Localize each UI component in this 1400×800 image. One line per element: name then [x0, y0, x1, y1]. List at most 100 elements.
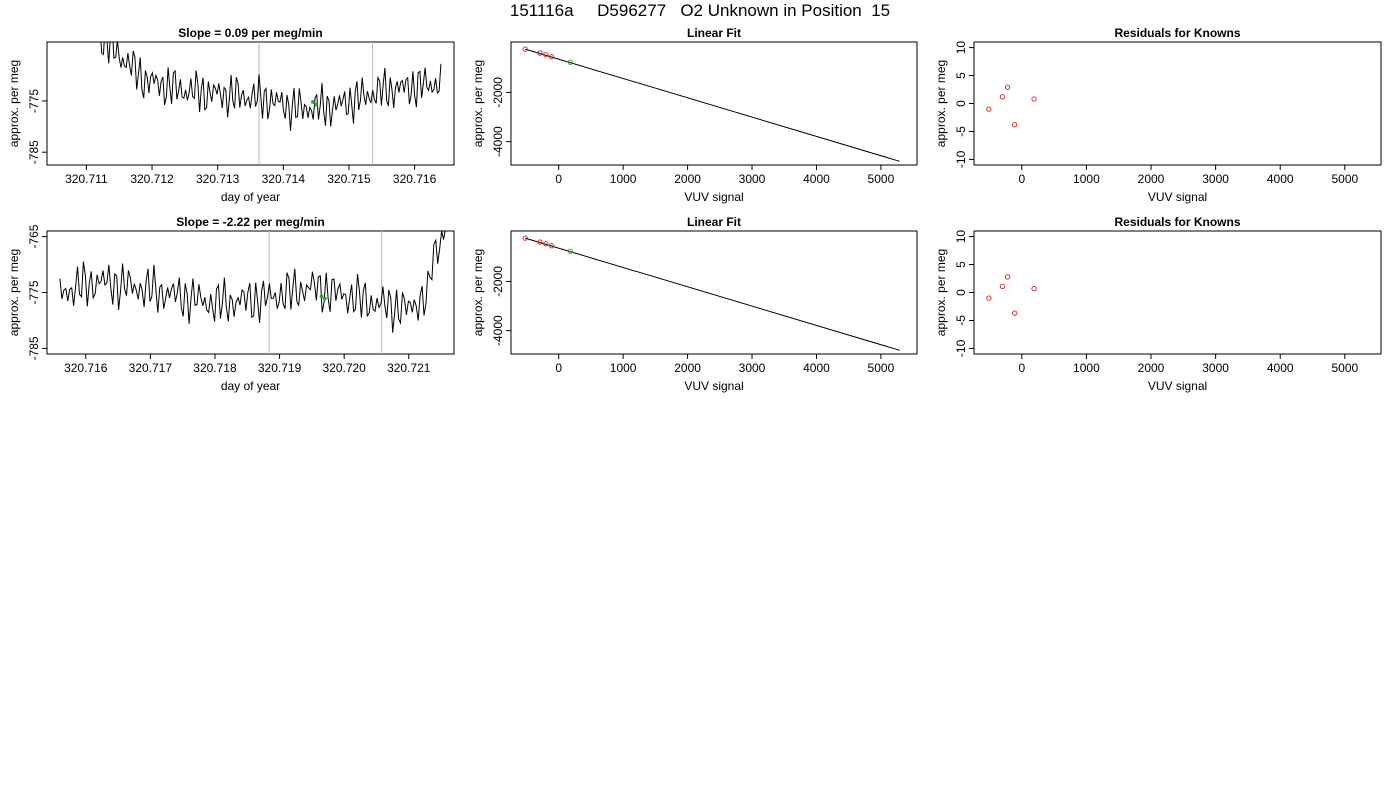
plot-frame — [510, 230, 918, 355]
y-tick-label: 10 — [954, 230, 968, 244]
x-axis-label: VUV signal — [1148, 190, 1207, 204]
x-tick-label: 0 — [555, 172, 562, 186]
panel-title: Linear Fit — [687, 26, 741, 40]
y-axis-label: approx. per meg — [471, 249, 485, 336]
known-point — [1004, 274, 1011, 280]
unknown-sample-point — [310, 100, 315, 104]
panel-title: Residuals for Knowns — [1114, 215, 1240, 229]
y-tick-label: 0 — [954, 100, 968, 107]
panel-5: Linear Fit 0 1000 2000 3000 4000 5000 -4000 -200… — [471, 215, 918, 393]
x-tick-label: 2000 — [674, 172, 701, 186]
panel-title: Slope = -2.22 per meg/min — [176, 215, 324, 229]
y-tick-label: -10 — [954, 339, 968, 357]
x-tick-label: 0 — [1018, 361, 1025, 375]
known-point — [522, 46, 528, 52]
x-axis-label: day of year — [221, 379, 280, 393]
x-tick-label: 320.713 — [196, 172, 240, 186]
x-tick-label: 4000 — [803, 361, 830, 375]
plot-frame — [510, 41, 918, 166]
known-point — [1031, 285, 1037, 292]
x-axis-label: VUV signal — [684, 379, 743, 393]
known-point — [548, 54, 555, 60]
x-tick-label: 2000 — [674, 361, 701, 375]
y-tick-label: -785 — [27, 140, 41, 164]
unknown-point — [567, 248, 573, 254]
x-axis-label: day of year — [221, 190, 280, 204]
signal-trace — [100, 42, 442, 131]
y-axis-label: approx. per meg — [934, 249, 948, 336]
fit-line — [525, 48, 900, 162]
panel-title: Residuals for Knowns — [1114, 26, 1240, 40]
x-tick-label: 320.716 — [64, 361, 108, 375]
y-tick-label: -775 — [27, 280, 41, 304]
unknown-sample-point — [314, 102, 319, 107]
y-tick-label: 5 — [954, 261, 968, 268]
y-tick-label: -5 — [954, 315, 968, 326]
x-tick-label: 1000 — [610, 361, 637, 375]
x-tick-label: 1000 — [610, 172, 637, 186]
x-tick-label: 320.716 — [393, 172, 437, 186]
x-tick-label: 3000 — [1202, 361, 1229, 375]
known-point — [986, 295, 992, 301]
signal-trace — [59, 231, 446, 333]
panel-2: Linear Fit 0 1000 2000 3000 4000 5000 -4000 -200… — [471, 26, 918, 204]
y-tick-label: -2000 — [491, 77, 505, 108]
plot-area — [59, 231, 446, 354]
known-point — [999, 94, 1006, 100]
x-tick-label: 4000 — [1267, 361, 1294, 375]
panel-1: Slope = 0.09 per meg/min 320.711 320.712 32… — [7, 26, 455, 204]
x-tick-label: 320.712 — [130, 172, 174, 186]
known-point — [1004, 84, 1011, 90]
plot-frame — [973, 230, 1382, 355]
y-tick-label: -4000 — [491, 315, 505, 346]
y-tick-label: -775 — [27, 89, 41, 113]
known-point — [1031, 96, 1037, 102]
y-tick-label: 10 — [954, 41, 968, 55]
known-point — [537, 239, 543, 245]
y-axis-label: approx. per meg — [934, 60, 948, 147]
known-point — [537, 50, 543, 56]
x-axis-label: VUV signal — [1148, 379, 1207, 393]
panel-4: Slope = -2.22 per meg/min 320.716 320.717 3… — [7, 215, 455, 393]
known-point — [522, 235, 528, 241]
y-axis-label: approx. per meg — [7, 60, 21, 147]
x-tick-label: 320.719 — [258, 361, 302, 375]
panel-title: Linear Fit — [687, 215, 741, 229]
x-tick-label: 320.714 — [262, 172, 306, 186]
x-tick-label: 3000 — [1202, 172, 1229, 186]
known-point — [548, 243, 555, 249]
y-axis-label: approx. per meg — [7, 249, 21, 336]
x-tick-label: 320.720 — [322, 361, 366, 375]
known-point — [1012, 310, 1018, 316]
y-tick-label: -5 — [954, 126, 968, 137]
x-tick-label: 2000 — [1138, 361, 1165, 375]
y-tick-label: 5 — [954, 72, 968, 79]
x-tick-label: 0 — [1018, 172, 1025, 186]
known-point — [986, 106, 992, 112]
x-tick-label: 4000 — [803, 172, 830, 186]
unknown-point — [567, 59, 573, 65]
plot-area — [522, 235, 900, 351]
y-tick-label: -4000 — [491, 126, 505, 157]
x-axis-label: VUV signal — [684, 190, 743, 204]
panel-title: Slope = 0.09 per meg/min — [178, 26, 322, 40]
x-tick-label: 1000 — [1073, 172, 1100, 186]
x-tick-label: 5000 — [1331, 172, 1358, 186]
y-tick-label: 0 — [954, 289, 968, 296]
x-tick-label: 4000 — [1267, 172, 1294, 186]
y-tick-label: -785 — [27, 336, 41, 360]
x-tick-label: 320.711 — [65, 172, 108, 186]
plot-frame — [973, 41, 1382, 166]
plot-area — [100, 42, 442, 165]
unknown-sample-point — [322, 296, 327, 301]
known-point — [1012, 122, 1018, 128]
known-point — [543, 52, 549, 58]
known-point — [999, 283, 1006, 289]
x-tick-label: 0 — [555, 361, 562, 375]
fit-line — [525, 237, 900, 351]
x-tick-label: 320.721 — [387, 361, 431, 375]
x-tick-label: 5000 — [868, 361, 895, 375]
x-tick-label: 5000 — [868, 172, 895, 186]
y-axis-label: approx. per meg — [471, 60, 485, 147]
